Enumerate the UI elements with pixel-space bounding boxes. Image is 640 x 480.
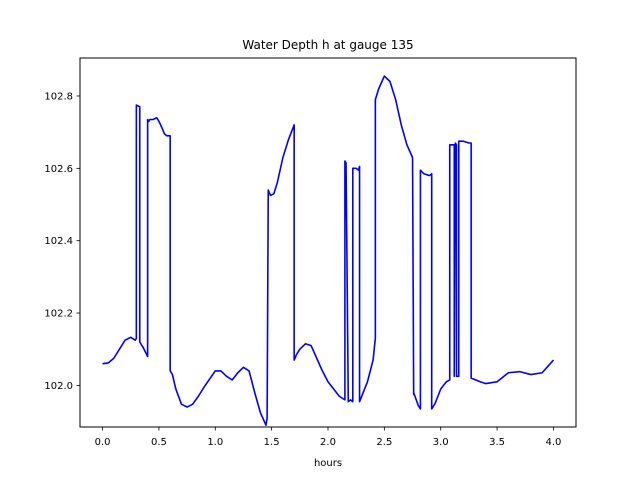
y-tick-label: 102.4 [44, 236, 73, 247]
x-tick-label: 3.5 [489, 437, 505, 448]
x-tick-label: 4.0 [546, 437, 562, 448]
y-axis: 102.0 102.2 102.4 102.6 102.8 [44, 91, 80, 392]
plot-area [102, 75, 555, 426]
x-tick-label: 2.5 [376, 437, 392, 448]
y-tick-label: 102.8 [44, 91, 73, 102]
x-axis: 0.0 0.5 1.0 1.5 2.0 2.5 3.0 3.5 4.0 [95, 427, 562, 448]
x-tick-label: 1.0 [207, 437, 223, 448]
chart-title: Water Depth h at gauge 135 [242, 38, 413, 52]
x-tick-label: 3.0 [433, 437, 449, 448]
x-tick-label: 2.0 [320, 437, 336, 448]
x-tick-label: 0.0 [95, 437, 111, 448]
y-tick-label: 102.0 [44, 381, 73, 392]
x-tick-label: 1.5 [264, 437, 280, 448]
y-tick-label: 102.6 [44, 164, 73, 175]
x-tick-label: 0.5 [151, 437, 167, 448]
y-tick-label: 102.2 [44, 309, 73, 320]
series-line-0 [102, 75, 555, 426]
x-axis-label: hours [314, 458, 342, 469]
